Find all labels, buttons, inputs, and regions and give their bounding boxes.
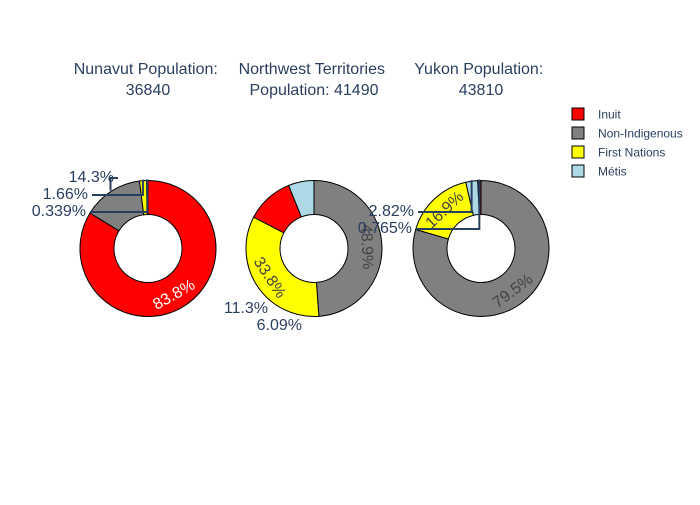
leader-line-nunavut-first-nations [92, 179, 144, 196]
chart-title-nunavut-line-1: Nunavut Population: [74, 61, 218, 78]
legend-item-non-indigenous[interactable]: Non-Indigenous [571, 126, 683, 141]
leader-line-yukon-metis [418, 180, 473, 213]
chart-title-nwt-line-2: Population: 41490 [250, 82, 379, 99]
slice-nwt-metis[interactable] [287, 179, 315, 218]
donut-nunavut: 83.8%14.3%1.66%0.339% [32, 169, 217, 317]
leader-line-yukon-inuit [416, 179, 481, 230]
legend-label-inuit: Inuit [598, 108, 621, 122]
legend: Inuit Non-Indigenous First Nations Métis [571, 107, 683, 179]
legend-item-first-nations[interactable]: First Nations [571, 145, 665, 160]
legend-swatch-metis [571, 164, 585, 178]
slice-label-nwt-non-indigenous: 48.9% [357, 224, 376, 270]
slice-label-nwt-inuit: 11.3% [224, 300, 268, 317]
chart-title-yukon-line-1: Yukon Population: [414, 61, 543, 78]
slice-label-nunavut-metis: 0.339% [32, 203, 86, 220]
slice-nwt-first-nations[interactable] [245, 216, 320, 317]
legend-item-inuit[interactable]: Inuit [571, 107, 621, 122]
slice-label-yukon-inuit: 0.765% [358, 220, 412, 237]
chart-title-nwt: Northwest Territories Population: 41490 [239, 61, 390, 99]
legend-swatch-first-nations [571, 145, 585, 159]
legend-swatch-non-indigenous [571, 126, 585, 140]
leader-line-nunavut-metis [90, 179, 149, 213]
chart-title-nunavut-line-2: 36840 [126, 82, 171, 99]
leader-line-nunavut-non-indigenous [109, 177, 118, 191]
chart-title-yukon: Yukon Population: 43810 [414, 61, 547, 99]
chart-title-nunavut: Nunavut Population: 36840 [74, 61, 223, 99]
slice-label-nunavut-non-indigenous: 14.3% [69, 169, 114, 186]
slice-yukon-non-indigenous[interactable] [412, 179, 550, 317]
legend-item-metis[interactable]: Métis [571, 164, 627, 179]
legend-label-first-nations: First Nations [598, 146, 665, 160]
legend-swatch-inuit [571, 107, 585, 121]
legend-label-metis: Métis [598, 165, 627, 179]
slice-nunavut-inuit[interactable] [79, 179, 217, 317]
slice-nwt-non-indigenous[interactable] [313, 179, 383, 317]
slice-label-nwt-metis: 6.09% [257, 317, 302, 334]
chart-title-nwt-line-1: Northwest Territories [239, 61, 385, 78]
legend-label-non-indigenous: Non-Indigenous [598, 127, 683, 141]
slice-label-yukon-metis: 2.82% [369, 203, 414, 220]
chart-title-yukon-line-2: 43810 [459, 82, 504, 99]
slice-label-nunavut-first-nations: 1.66% [43, 186, 88, 203]
